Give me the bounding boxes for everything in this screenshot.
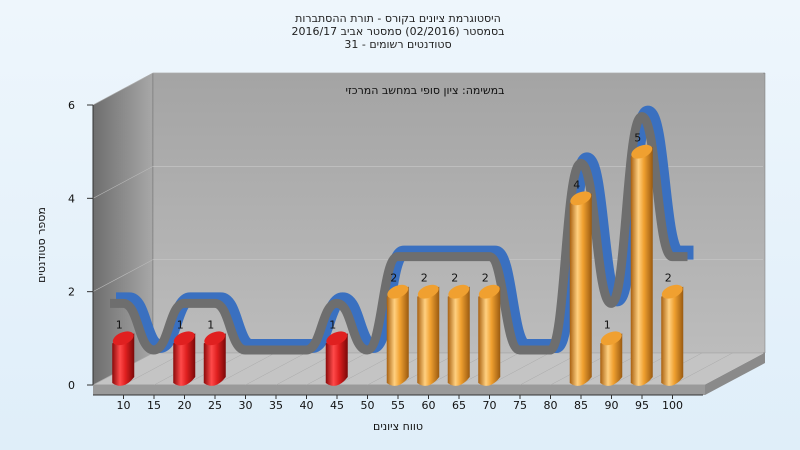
data-labels: 1 1 1 1 2 2 2 2 4 1 5 2 [116, 132, 672, 332]
bar-body-90 [600, 333, 623, 386]
x-tick-label-95: 95 [635, 399, 649, 412]
bar-cap-55 [387, 284, 409, 299]
data-label-70: 2 [482, 272, 489, 285]
bars [112, 144, 684, 386]
bar-cap-60 [417, 284, 439, 299]
chart-subtitle: במשימה: ציון סופי במחשב המרכזי [345, 84, 504, 97]
x-axis-label: טווח ציונים [373, 420, 423, 433]
x-axis: 10 15 20 25 30 35 40 45 50 55 60 65 70 75 80 85 90 95 100 [93, 394, 703, 412]
x-tick-label-80: 80 [544, 399, 558, 412]
x-tick-label-50: 50 [361, 399, 375, 412]
data-label-60: 2 [421, 272, 428, 285]
x-tick-label-15: 15 [147, 399, 161, 412]
bar-25 [203, 331, 226, 386]
bar-body-10 [112, 333, 135, 386]
plot-floor-side [705, 353, 765, 395]
bar-55 [386, 284, 409, 386]
x-tick-label-35: 35 [269, 399, 283, 412]
grid-line-left-1 [92, 259, 154, 292]
y-tick-label-2: 4 [68, 192, 75, 205]
x-tick-label-10: 10 [117, 399, 131, 412]
bar-body-70 [478, 286, 501, 386]
bar-70 [478, 284, 501, 386]
bar-body-20 [173, 333, 196, 386]
bar-body-100 [661, 286, 684, 386]
bar-body-95 [630, 146, 653, 386]
bar-65 [447, 284, 470, 386]
plot-floor-edge [93, 385, 705, 395]
bar-85 [569, 191, 592, 386]
bar-body-65 [447, 286, 470, 386]
trend-ribbon-front [109, 112, 688, 355]
data-label-25: 1 [207, 318, 214, 331]
bar-45 [325, 331, 348, 386]
data-label-55: 2 [390, 272, 397, 285]
y-axis-label: מספר סטודנטים [35, 207, 48, 283]
x-tick-label-90: 90 [605, 399, 619, 412]
x-tick-label-20: 20 [178, 399, 192, 412]
chart-title-line-1: היסטוגרמת ציונים בקורס - תורת ההסתברות [295, 12, 501, 25]
x-tick-label-75: 75 [513, 399, 527, 412]
y-tick-label-3: 6 [68, 99, 75, 112]
bar-cap-95 [631, 144, 653, 159]
y-axis: 0 2 4 6 [68, 99, 94, 392]
x-tick-label-60: 60 [422, 399, 436, 412]
data-label-45: 1 [329, 318, 336, 331]
chart-title-line-3: סטודנטים רשומים - 31 [344, 38, 451, 51]
bar-body-55 [386, 286, 409, 386]
bar-cap-100 [661, 284, 683, 299]
y-tick-label-0: 0 [68, 379, 75, 392]
bar-cap-70 [478, 284, 500, 299]
y-tick-label-1: 2 [68, 286, 75, 299]
bar-body-85 [569, 193, 592, 386]
floor-line-5 [245, 352, 306, 386]
chart-title-line-2: בסמסטר (02/2016) סמסטר אביב 2016/17 [291, 25, 504, 38]
bar-cap-65 [448, 284, 470, 299]
data-label-85: 4 [573, 178, 580, 191]
data-label-65: 2 [451, 272, 458, 285]
bar-cap-90 [600, 331, 622, 346]
floor-line-13 [489, 352, 550, 386]
floor-line-4 [214, 352, 276, 386]
bar-cap-20 [173, 331, 195, 346]
x-tick-label-85: 85 [574, 399, 588, 412]
bar-cap-10 [112, 331, 134, 346]
data-label-100: 2 [665, 272, 672, 285]
bar-cap-85 [570, 191, 592, 206]
bar-body-45 [325, 333, 348, 386]
x-tick-label-55: 55 [391, 399, 405, 412]
bar-90 [600, 331, 623, 386]
bar-95 [630, 144, 653, 386]
x-tick-label-70: 70 [483, 399, 497, 412]
bar-10 [112, 331, 135, 386]
data-label-10: 1 [116, 318, 123, 331]
bar-100 [661, 284, 684, 386]
x-tick-label-45: 45 [330, 399, 344, 412]
bar-20 [173, 331, 196, 386]
grid-line-left-3 [92, 72, 154, 106]
bar-body-60 [417, 286, 440, 386]
floor-line-19 [672, 352, 733, 386]
bar-cap-25 [204, 331, 226, 346]
x-tick-label-30: 30 [239, 399, 253, 412]
bar-cap-45 [326, 331, 348, 346]
x-tick-label-65: 65 [452, 399, 466, 412]
trend-ribbon [109, 105, 694, 355]
data-label-20: 1 [177, 318, 184, 331]
data-label-95: 5 [634, 132, 641, 145]
bar-60 [417, 284, 440, 386]
bar-body-25 [203, 333, 226, 386]
grid-line-left-2 [92, 166, 154, 199]
data-label-90: 1 [604, 318, 611, 331]
x-tick-label-100: 100 [662, 399, 683, 412]
x-tick-label-40: 40 [300, 399, 314, 412]
x-tick-label-25: 25 [208, 399, 222, 412]
